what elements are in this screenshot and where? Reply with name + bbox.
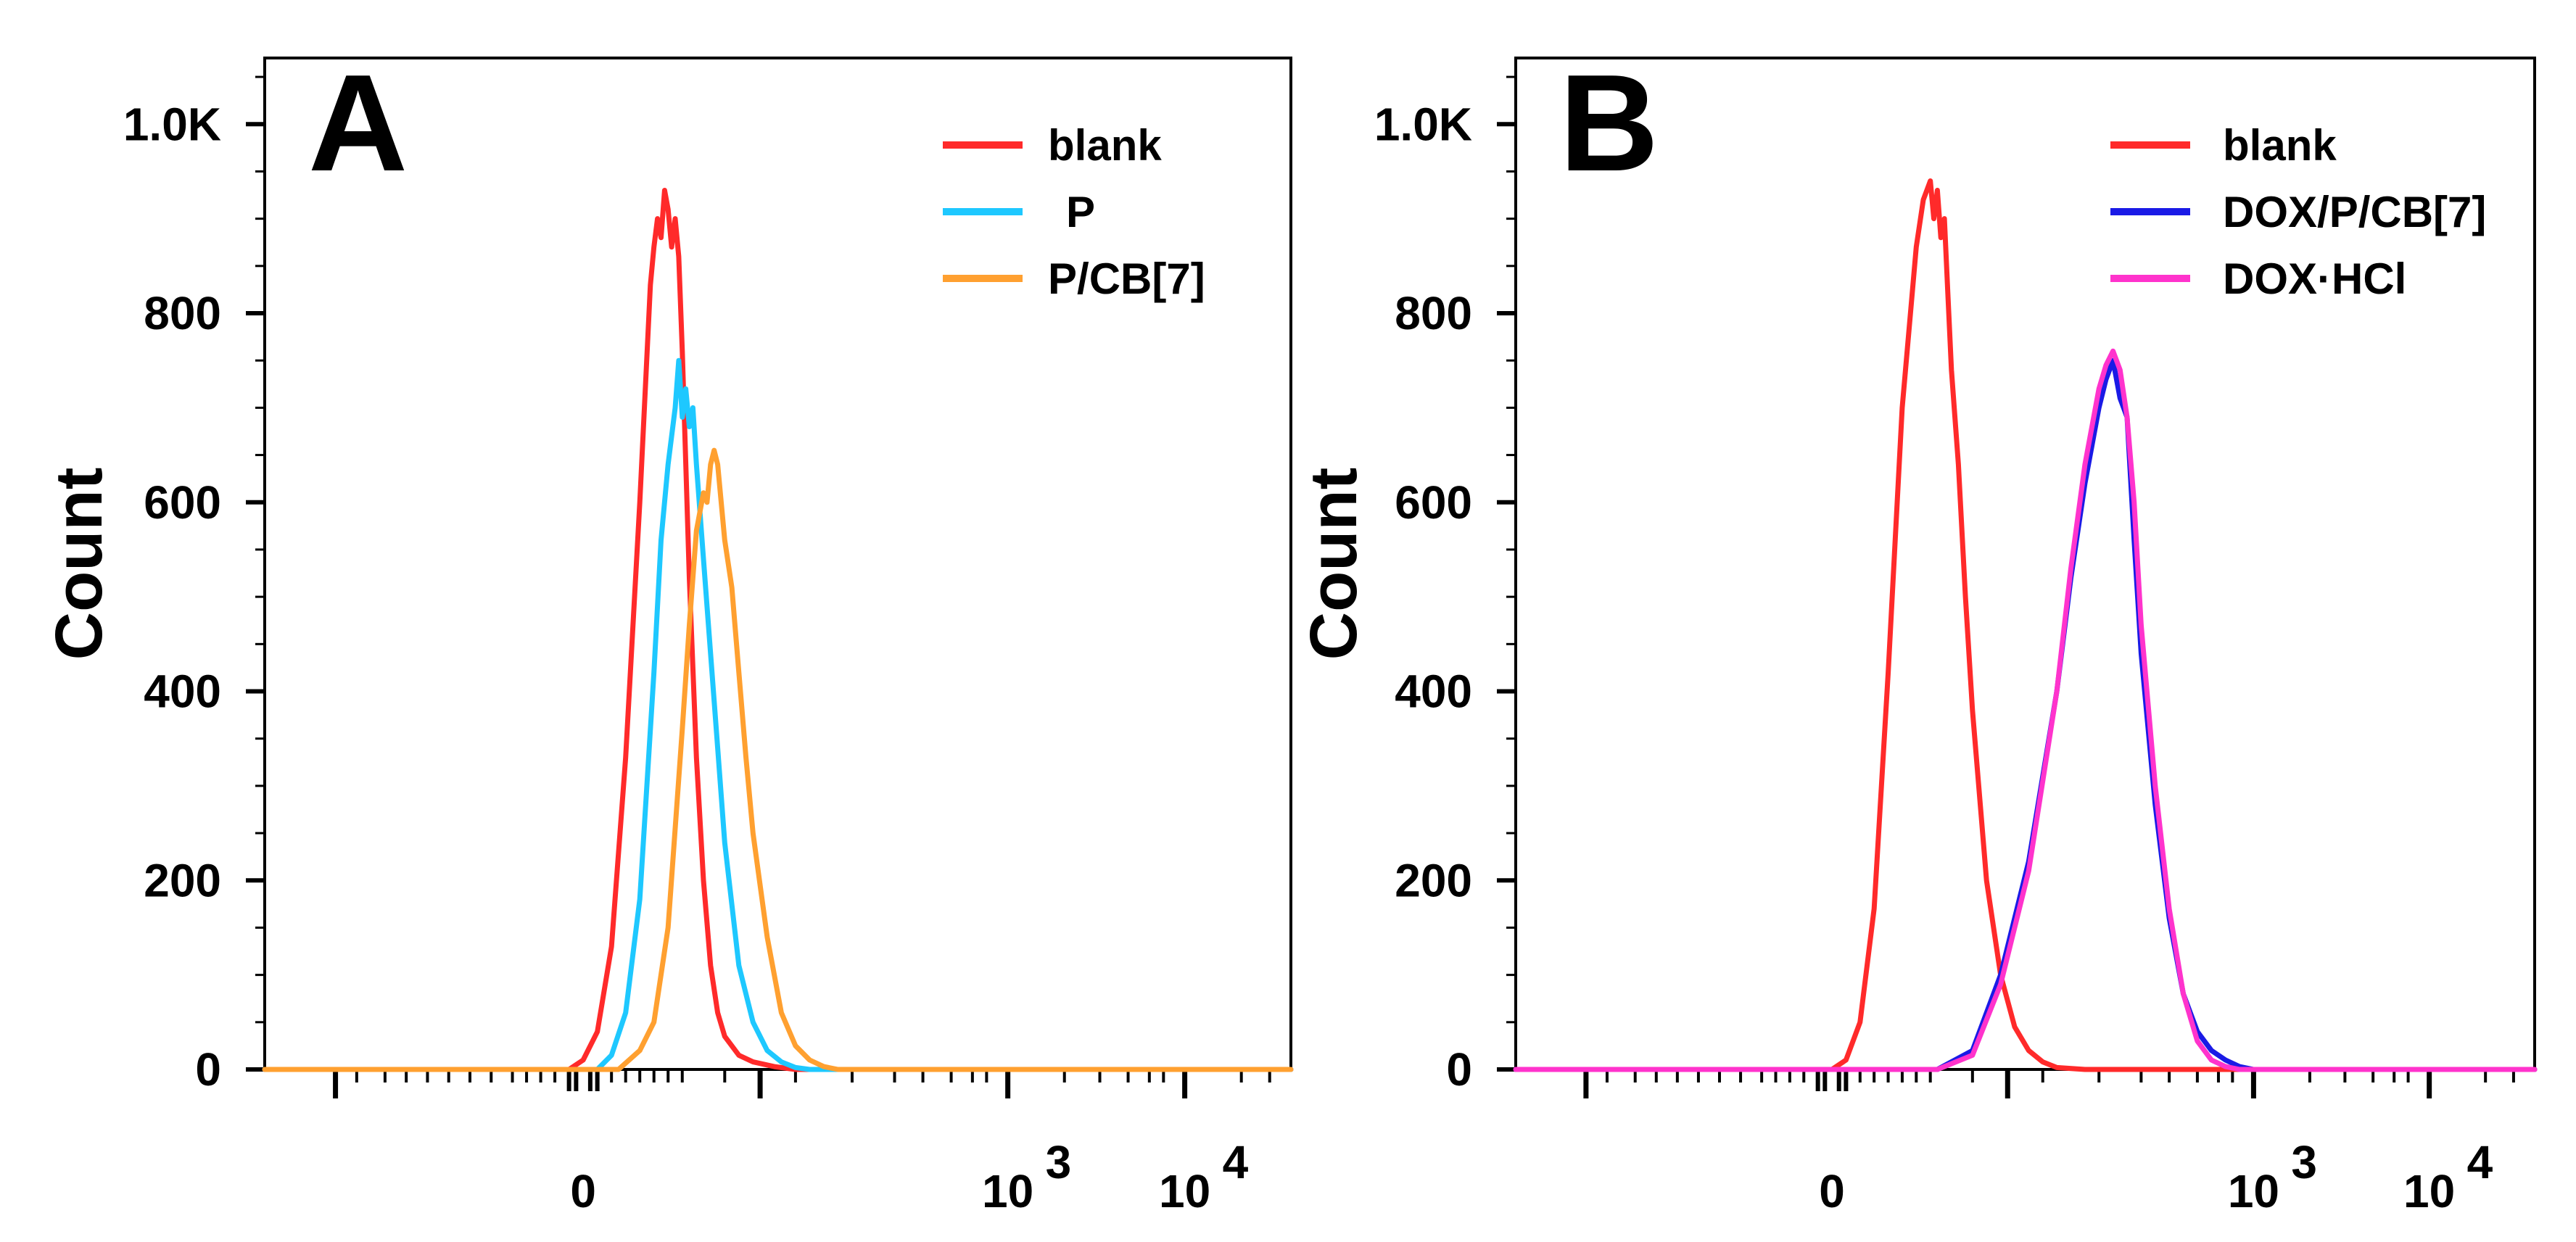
- legend: blank DOX/P/CB[7] DOX·HCl: [2110, 121, 2486, 303]
- x-tick-exponent: 4: [2467, 1136, 2493, 1188]
- y-axis: 0 200 400 600 800 1.0K: [123, 75, 265, 1096]
- x-tick-exponent: 3: [2291, 1136, 2317, 1188]
- legend-label: blank: [2223, 121, 2337, 170]
- legend-label: DOX/P/CB[7]: [2223, 188, 2486, 236]
- legend-entry-p: P: [943, 188, 1095, 236]
- series-line-blank: [262, 188, 1294, 1072]
- y-axis-label: Count: [42, 468, 116, 661]
- series-line-p: [262, 357, 1294, 1072]
- series-layer: [1513, 178, 2538, 1072]
- x-tick-label: 0: [1819, 1165, 1845, 1217]
- y-tick-label: 1.0K: [123, 98, 221, 150]
- y-axis: 0 200 400 600 800 1.0K: [1374, 75, 1516, 1096]
- y-tick-label: 600: [1395, 476, 1472, 529]
- y-tick-label: 1.0K: [1374, 98, 1472, 150]
- legend-entry-blank: blank: [943, 121, 1162, 170]
- series-line-p-cb-7: [262, 447, 1294, 1072]
- x-tick-exponent: 3: [1046, 1136, 1072, 1188]
- x-tick-exponent: 4: [1223, 1136, 1249, 1188]
- legend: blank P P/CB[7]: [943, 121, 1205, 303]
- x-tick-label: 0: [570, 1165, 596, 1217]
- series-line-dox-p-cb-7: [1513, 357, 2538, 1072]
- legend-entry-blank: blank: [2110, 121, 2337, 170]
- y-tick-label: 200: [144, 854, 221, 906]
- y-axis-label: Count: [1297, 468, 1371, 661]
- plot-frame: [1514, 57, 2536, 1071]
- y-tick-label: 400: [1395, 666, 1472, 718]
- x-tick-label: 10: [2403, 1165, 2455, 1217]
- x-tick-label: 10: [2228, 1165, 2279, 1217]
- legend-label: blank: [1048, 121, 1162, 170]
- legend-label: DOX·HCl: [2223, 254, 2406, 303]
- legend-label: P/CB[7]: [1048, 254, 1205, 303]
- legend-entry-p-cb7: P/CB[7]: [943, 254, 1205, 303]
- y-tick-label: 800: [144, 287, 221, 339]
- legend-entry-dox-p-cb7: DOX/P/CB[7]: [2110, 188, 2486, 236]
- plot-frame: [263, 57, 1292, 1071]
- series-layer: [262, 188, 1294, 1072]
- series-line-blank: [1513, 178, 2538, 1072]
- series-line-dox-hcl: [1513, 348, 2538, 1072]
- x-tick-label: 10: [1159, 1165, 1210, 1217]
- y-tick-label: 400: [144, 666, 221, 718]
- legend-entry-dox-hcl: DOX·HCl: [2110, 254, 2406, 303]
- y-tick-label: 0: [1446, 1043, 1472, 1096]
- panel-label: B: [1559, 46, 1659, 200]
- panel-label: A: [308, 46, 408, 200]
- y-tick-label: 200: [1395, 854, 1472, 906]
- y-tick-label: 600: [144, 476, 221, 529]
- y-tick-label: 0: [195, 1043, 221, 1096]
- y-tick-label: 800: [1395, 287, 1472, 339]
- x-tick-label: 10: [982, 1165, 1033, 1217]
- legend-label: P: [1066, 188, 1095, 236]
